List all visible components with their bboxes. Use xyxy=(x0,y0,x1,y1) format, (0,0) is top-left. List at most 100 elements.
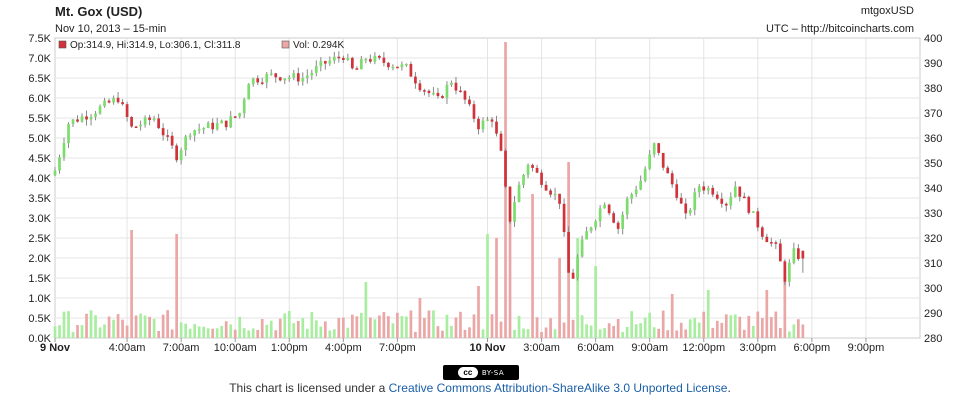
candle-body xyxy=(738,186,742,197)
volume-bar xyxy=(513,329,516,338)
candle-body xyxy=(787,262,791,282)
candle-body xyxy=(445,84,449,98)
candle-body xyxy=(742,196,746,199)
right-tick-label: 300 xyxy=(924,283,942,295)
candle-body xyxy=(670,173,674,185)
candle-body xyxy=(589,227,593,232)
x-tick-label: 12:00pm xyxy=(682,342,725,354)
candle-body xyxy=(517,184,521,203)
left-tick-label: 4.5K xyxy=(28,153,51,165)
left-tick-label: 3.0K xyxy=(28,213,51,225)
left-tick-label: 2.0K xyxy=(28,253,51,265)
candle-body xyxy=(238,113,242,117)
volume-bar xyxy=(184,323,188,338)
candle-body xyxy=(364,59,368,61)
candle-body xyxy=(774,242,778,244)
candle-body xyxy=(62,143,66,158)
candle-body xyxy=(405,63,408,66)
candle-body xyxy=(630,194,634,199)
volume-bar xyxy=(742,329,746,338)
volume-bar xyxy=(634,324,638,338)
volume-bar xyxy=(526,329,530,338)
candle-body xyxy=(157,118,160,129)
volume-bar xyxy=(774,311,778,338)
volume-bar xyxy=(215,328,219,338)
candle-body xyxy=(621,214,625,229)
volume-bar xyxy=(341,317,345,338)
x-tick-label: 1:00pm xyxy=(271,342,308,354)
x-tick-label: 4:00am xyxy=(109,342,146,354)
candle-body xyxy=(639,180,643,190)
x-tick-label: 6:00am xyxy=(577,342,614,354)
candle-body xyxy=(373,55,377,62)
candle-body xyxy=(292,73,296,78)
candle-body xyxy=(301,78,305,82)
volume-bar xyxy=(80,325,84,338)
volume-bar xyxy=(107,316,111,338)
volume-bar xyxy=(544,327,548,338)
candle-body xyxy=(724,203,728,206)
candle-body xyxy=(535,167,539,173)
volume-bar xyxy=(103,324,106,338)
volume-bar xyxy=(589,325,593,338)
volume-bar xyxy=(193,324,197,338)
volume-bar xyxy=(373,319,377,338)
candle-body xyxy=(125,104,129,117)
volume-bar xyxy=(346,327,350,338)
candle-body xyxy=(688,209,692,214)
left-tick-label: 5.5K xyxy=(28,113,51,125)
candle-body xyxy=(760,227,764,237)
cc-license-badge[interactable]: cc BY-SA xyxy=(443,365,519,380)
candle-body xyxy=(89,116,93,120)
candle-body xyxy=(85,116,88,120)
volume-bar xyxy=(666,330,670,338)
candle-body xyxy=(540,172,543,185)
volume-bar xyxy=(161,314,165,338)
candle-body xyxy=(103,100,106,107)
left-tick-label: 0.5K xyxy=(28,313,51,325)
volume-bar xyxy=(445,314,449,338)
volume-bar xyxy=(360,312,363,338)
candle-body xyxy=(76,119,79,122)
volume-bar xyxy=(486,234,489,338)
volume-bar xyxy=(71,331,75,338)
candle-body xyxy=(382,57,386,63)
license-link[interactable]: Creative Commons Attribution-ShareAlike … xyxy=(388,381,728,395)
candle-body xyxy=(323,61,327,64)
candle-body xyxy=(305,75,309,79)
volume-bar xyxy=(296,320,300,338)
volume-bar xyxy=(675,330,679,338)
candle-body xyxy=(310,72,314,76)
volume-bar xyxy=(625,326,629,338)
volume-bar xyxy=(179,322,183,338)
volume-bar xyxy=(310,311,314,338)
candle-body xyxy=(211,122,215,130)
volume-bar xyxy=(657,328,661,338)
x-tick-label: 4:00pm xyxy=(325,342,362,354)
volume-bar xyxy=(125,325,129,338)
volume-bar xyxy=(450,325,453,338)
volume-bar xyxy=(477,286,480,338)
volume-bar xyxy=(305,328,309,338)
volume-bar xyxy=(269,320,273,338)
candle-body xyxy=(549,190,552,195)
volume-bar xyxy=(693,317,697,338)
x-tick-label: 9 Nov xyxy=(40,342,71,354)
volume-bar xyxy=(598,329,602,338)
candle-body xyxy=(143,117,147,125)
volume-bar xyxy=(369,317,372,338)
volume-bar xyxy=(562,322,566,338)
candle-body xyxy=(693,192,697,210)
candle-body xyxy=(360,59,363,70)
volume-legend-text: Vol: 0.294K xyxy=(293,40,344,51)
volume-bar xyxy=(504,42,507,338)
volume-bar xyxy=(229,324,233,338)
volume-bar xyxy=(170,329,174,338)
volume-bar xyxy=(585,324,588,338)
x-tick-label: 3:00pm xyxy=(739,342,776,354)
volume-bar xyxy=(94,315,97,338)
volume-bar xyxy=(139,313,142,338)
candle-body xyxy=(98,106,102,114)
candle-body xyxy=(260,82,264,84)
volume-bar xyxy=(382,312,386,338)
